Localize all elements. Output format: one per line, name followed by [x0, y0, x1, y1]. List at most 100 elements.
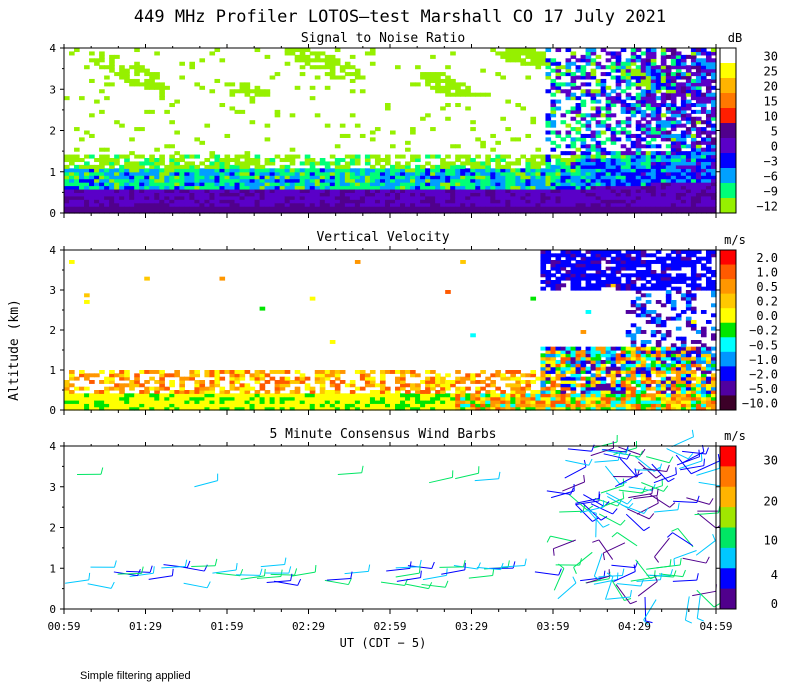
- vv-cell: [129, 403, 135, 408]
- snr-cell: [690, 103, 697, 108]
- vv-cell: [395, 400, 401, 404]
- vv-cell: [209, 383, 216, 388]
- snr-cell: [324, 192, 331, 197]
- vv-cell: [164, 406, 170, 411]
- vv-cell: [570, 386, 577, 391]
- snr-cell: [525, 48, 532, 53]
- snr-cell: [530, 206, 537, 211]
- vv-cell: [114, 393, 120, 398]
- vv-cell: [615, 250, 622, 254]
- y-tick-label: 4: [49, 42, 56, 55]
- vv-cell: [585, 360, 592, 364]
- vv-cell: [329, 370, 336, 374]
- vv-cell: [104, 390, 110, 394]
- snr-cell: [575, 178, 582, 183]
- snr-cell: [695, 61, 702, 66]
- snr-cell: [445, 185, 451, 190]
- snr-cell: [685, 78, 692, 83]
- vv-cell: [540, 256, 547, 261]
- vv-cell: [274, 390, 281, 394]
- snr-cell: [705, 161, 712, 166]
- snr-cell: [339, 195, 346, 200]
- snr-cell: [565, 72, 572, 77]
- vv-cell: [400, 400, 406, 404]
- snr-cell: [264, 195, 271, 200]
- vv-cell: [650, 286, 657, 291]
- snr-cell: [560, 206, 567, 211]
- vv-cell: [244, 396, 251, 401]
- snr-cell: [374, 178, 381, 183]
- vv-cell: [690, 260, 697, 264]
- snr-cell: [705, 123, 712, 128]
- vv-cell: [450, 393, 456, 398]
- snr-cell: [169, 209, 175, 214]
- snr-cell: [214, 158, 221, 163]
- snr-cell: [555, 99, 562, 104]
- snr-cell: [600, 82, 607, 87]
- vv-cell: [384, 393, 391, 398]
- snr-cell: [430, 75, 436, 80]
- snr-cell: [675, 68, 682, 73]
- snr-cell: [645, 175, 652, 180]
- vv-cell: [179, 383, 185, 388]
- vv-cell: [585, 310, 592, 314]
- snr-cell: [630, 188, 637, 193]
- snr-cell: [89, 185, 95, 190]
- snr-cell: [685, 192, 692, 197]
- snr-cell: [605, 192, 612, 197]
- snr-cell: [475, 175, 481, 180]
- snr-cell: [354, 154, 361, 159]
- snr-cell: [595, 171, 602, 176]
- vv-cell: [650, 386, 657, 391]
- snr-cell: [555, 182, 562, 187]
- vv-cell: [199, 396, 206, 401]
- snr-cell: [650, 113, 657, 118]
- snr-cell: [685, 65, 692, 70]
- snr-cell: [540, 209, 547, 214]
- snr-cell: [460, 89, 466, 94]
- snr-cell: [595, 123, 602, 128]
- snr-cell: [495, 182, 501, 187]
- snr-cell: [89, 188, 95, 193]
- snr-cell: [595, 61, 602, 66]
- snr-cell: [144, 85, 150, 90]
- vv-cell: [665, 283, 672, 288]
- vv-cell: [670, 383, 677, 388]
- snr-cell: [640, 68, 647, 73]
- snr-cell: [620, 188, 627, 193]
- vv-cell: [540, 356, 547, 361]
- snr-cell: [710, 113, 717, 118]
- snr-cell: [635, 144, 642, 149]
- vv-cell: [154, 400, 160, 404]
- snr-cell: [665, 106, 672, 111]
- vv-cell: [630, 323, 637, 328]
- vv-cell: [374, 396, 381, 401]
- snr-cell: [685, 188, 692, 193]
- vv-cell: [685, 393, 692, 398]
- snr-cell: [590, 89, 597, 94]
- snr-cell: [405, 140, 411, 145]
- snr-cell: [134, 178, 140, 183]
- snr-cell: [490, 182, 496, 187]
- snr-cell: [264, 188, 271, 193]
- snr-cell: [129, 82, 135, 87]
- snr-cell: [635, 48, 642, 53]
- vv-cell: [610, 373, 617, 378]
- snr-cell: [460, 188, 466, 193]
- snr-cell: [129, 175, 135, 180]
- snr-cell: [119, 171, 125, 176]
- snr-cell: [319, 158, 326, 163]
- vv-cell: [590, 363, 597, 368]
- vv-cell: [550, 346, 557, 351]
- snr-cell: [455, 171, 461, 176]
- snr-cell: [410, 178, 416, 183]
- vv-cell: [510, 390, 516, 394]
- snr-cell: [700, 164, 707, 169]
- snr-cell: [465, 92, 471, 97]
- snr-cell: [555, 168, 562, 173]
- vv-cell: [550, 353, 557, 358]
- snr-cell: [550, 164, 557, 169]
- snr-cell: [289, 206, 296, 211]
- vv-cell: [329, 340, 336, 344]
- snr-cell: [685, 130, 692, 135]
